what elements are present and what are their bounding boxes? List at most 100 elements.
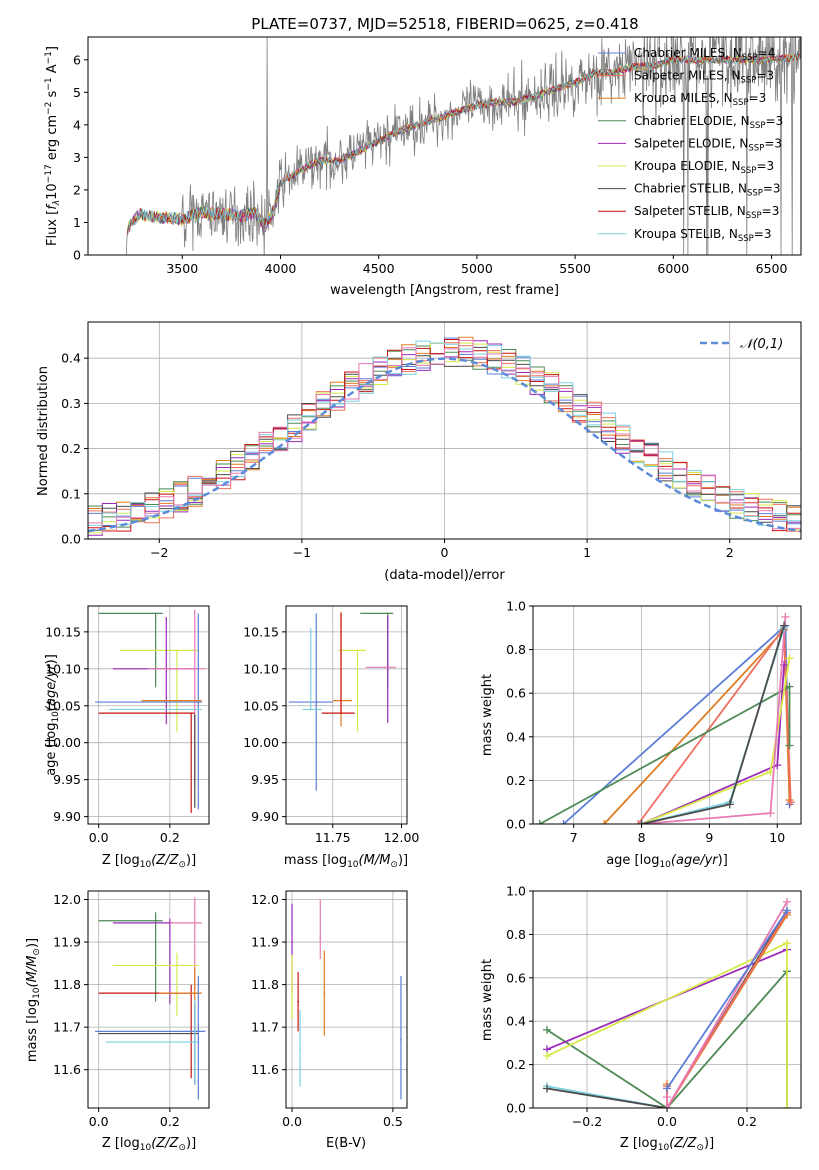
- residuals-panel: −2 −1 0 1 2 0.0 0.1 0.2 0.3 0.4 (data-model)/error…: [36, 321, 802, 583]
- axes-frame: [87, 890, 210, 1109]
- plot-area: [95, 609, 206, 813]
- x-tick-label: 0.2: [737, 1114, 757, 1129]
- spectrum-x-label: wavelength [Angstrom, rest frame]: [330, 283, 559, 298]
- data-point: [193, 1041, 196, 1043]
- y-tick-label: 9.90: [251, 809, 279, 824]
- plot-area: [288, 611, 396, 791]
- data-point: [299, 1047, 302, 1050]
- y-tick-label: 11.8: [251, 977, 279, 992]
- y-tick-label: 11.8: [53, 977, 81, 992]
- x-tick-label: 4500: [363, 261, 395, 276]
- plus-marker: [559, 820, 568, 824]
- plus-marker: [600, 820, 609, 824]
- mass-vs-metallicity-panel: 0.0 0.2 11.6 11.7 11.8 11.9 12.0 Z [log10(Z/Z⊙)…: [25, 890, 210, 1153]
- y-tick-label: 0: [73, 248, 81, 263]
- x-axis-label: Z [log10(Z/Z⊙)]: [102, 1136, 196, 1153]
- y-tick-label: 11.9: [53, 935, 81, 950]
- plus-marker: [663, 1104, 671, 1108]
- y-tick-label: 10.00: [243, 735, 279, 750]
- x-tick-label: 9: [705, 830, 713, 845]
- y-tick-label: 0.0: [506, 817, 526, 832]
- data-point: [297, 1000, 299, 1003]
- y-tick-label: 1.0: [506, 884, 526, 899]
- y-tick-label: 10.15: [45, 624, 81, 639]
- plus-marker: [783, 939, 791, 948]
- residuals-x-label: (data-model)/error: [384, 568, 505, 583]
- plus-marker: [785, 654, 794, 663]
- y-tick-label: 0.0: [506, 1101, 526, 1116]
- y-tick-label: 0.4: [506, 1014, 526, 1029]
- y-tick-label: 0.1: [61, 486, 81, 501]
- y-tick-label: 10.15: [243, 624, 279, 639]
- data-point: [291, 987, 293, 990]
- y-tick-label: 0.2: [506, 1057, 526, 1072]
- x-tick-label: −1: [293, 545, 311, 560]
- model-spectrum-line: [126, 53, 801, 236]
- plus-marker: [543, 1051, 551, 1060]
- y-tick-label: 11.6: [53, 1062, 81, 1077]
- data-point: [193, 922, 196, 924]
- plus-marker: [766, 809, 775, 818]
- age-vs-mass-panel: 11.75 12.00 9.90 9.95 10.00 10.05 10.10 10.15 ma…: [243, 605, 420, 870]
- x-tick-label: 0: [441, 545, 449, 560]
- y-tick-label: 9.95: [53, 772, 81, 787]
- data-point: [176, 649, 178, 652]
- data-point: [386, 612, 389, 615]
- data-point: [193, 699, 196, 702]
- plus-marker: [663, 1084, 671, 1093]
- data-point: [323, 992, 326, 995]
- y-tick-label: 0.3: [61, 396, 81, 411]
- y-axis-label: mass weight: [480, 674, 495, 756]
- plot-area: [543, 897, 791, 1108]
- figure-title: PLATE=0737, MJD=52518, FIBERID=0625, z=0…: [251, 15, 638, 33]
- x-tick-label: 1: [583, 545, 591, 560]
- plot-area: [123, 37, 801, 255]
- axes-frame: [532, 605, 802, 825]
- plus-marker: [543, 1084, 551, 1093]
- plus-marker: [543, 1025, 551, 1034]
- x-tick-label: 0.0: [282, 1114, 302, 1129]
- plus-marker: [634, 820, 643, 824]
- y-tick-label: 0.4: [506, 729, 526, 744]
- y-tick-label: 9.90: [53, 809, 81, 824]
- y-tick-label: 0.0: [61, 532, 81, 547]
- data-point: [197, 1030, 200, 1033]
- y-axis-label: mass [log10(M/M⊙)]: [25, 938, 42, 1062]
- x-axis-label: E(B-V): [326, 1136, 366, 1151]
- plus-marker: [781, 612, 790, 621]
- x-tick-label: 12.00: [384, 830, 420, 845]
- axes-frame: [87, 36, 802, 256]
- data-point: [197, 701, 200, 703]
- mass-weight-vs-metallicity-panel: −0.2 0.0 0.2 0.0 0.2 0.4 0.6 0.8 1.0 Z [log10(Z/Z…: [480, 884, 802, 1153]
- x-tick-label: 0.0: [89, 1114, 109, 1129]
- x-tick-label: 0.0: [89, 830, 109, 845]
- y-tick-label: 5: [73, 85, 81, 100]
- x-tick-label: 5500: [559, 261, 591, 276]
- normal-curve-line: [88, 357, 801, 533]
- x-axis-label: Z [log10(Z/Z⊙)]: [620, 1136, 714, 1153]
- x-tick-label: 10: [769, 830, 785, 845]
- data-point: [193, 992, 196, 995]
- y-tick-label: 10.05: [243, 698, 279, 713]
- y-tick-label: 12.0: [53, 892, 81, 907]
- x-tick-label: 0.2: [160, 830, 180, 845]
- x-tick-label: 7: [570, 830, 578, 845]
- y-tick-label: 2: [73, 182, 81, 197]
- y-tick-label: 0.8: [506, 927, 526, 942]
- axes-frame: [285, 890, 408, 1109]
- spectrum-panel: 3500 4000 4500 5000 5500 6000 6500 0 1 2 3 4 5 6 wavel…: [44, 36, 802, 298]
- y-tick-label: 0.2: [506, 773, 526, 788]
- legend-entry: 𝒩(0,1): [740, 337, 783, 352]
- x-tick-label: −0.2: [572, 1114, 602, 1129]
- data-point: [291, 941, 293, 943]
- legend-entry: Kroupa ELODIE, NSSP=3: [634, 159, 774, 176]
- plus-marker: [785, 741, 794, 750]
- y-axis-label: age [log10(age/yr)]: [44, 654, 61, 776]
- observed-spectrum-line: [123, 37, 801, 255]
- y-tick-label: 9.95: [251, 772, 279, 787]
- x-axis-label: mass [log10(M/M⊙)]: [284, 853, 408, 870]
- plot-area: [95, 897, 206, 1100]
- plus-marker: [780, 621, 789, 630]
- plus-marker: [637, 820, 646, 824]
